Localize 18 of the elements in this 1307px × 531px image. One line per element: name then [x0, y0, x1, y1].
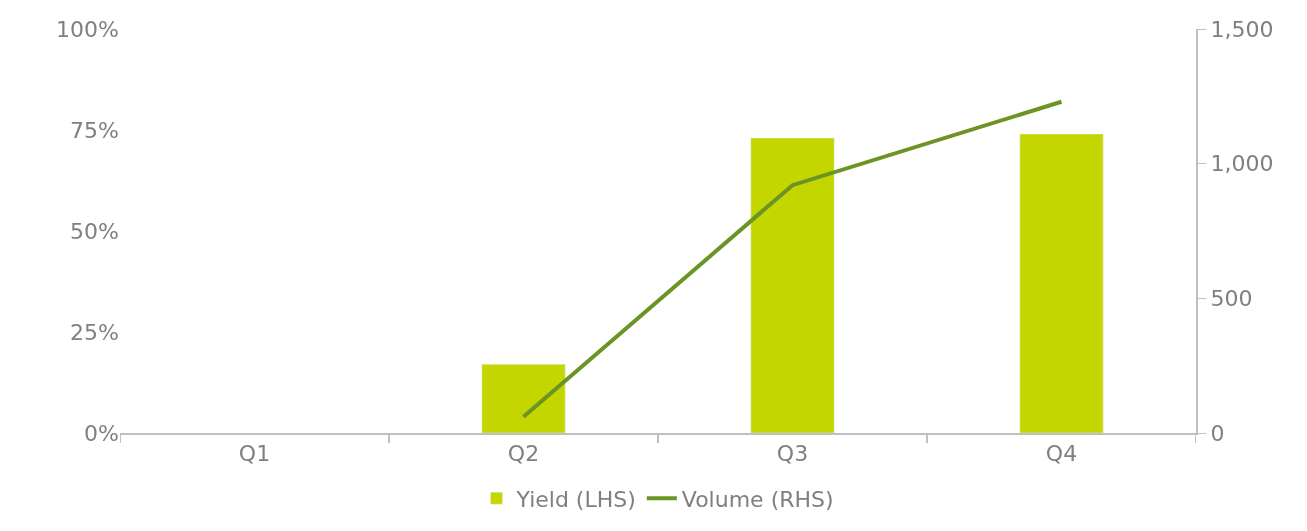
bar	[481, 364, 566, 433]
y2-tick-label: 0	[1210, 420, 1225, 446]
x-tick-label: Q1	[238, 441, 271, 467]
x-tick-label: Q4	[1045, 441, 1078, 467]
y-tick-label: 0%	[84, 420, 119, 446]
bar	[1019, 133, 1104, 433]
bar	[750, 137, 835, 433]
y-tick-label: 50%	[70, 218, 119, 244]
x-tick-label: Q2	[507, 441, 540, 467]
x-tick-label: Q3	[776, 441, 809, 467]
y2-tick-label: 1,500	[1210, 16, 1274, 42]
y-tick-label: 25%	[70, 319, 119, 345]
y-tick-label: 100%	[56, 16, 119, 42]
legend-label: Yield (LHS)	[515, 486, 636, 512]
legend-label: Volume (RHS)	[681, 486, 834, 512]
y-tick-label: 75%	[70, 117, 119, 143]
y2-tick-label: 1,000	[1210, 151, 1274, 177]
y2-tick-label: 500	[1210, 286, 1253, 312]
